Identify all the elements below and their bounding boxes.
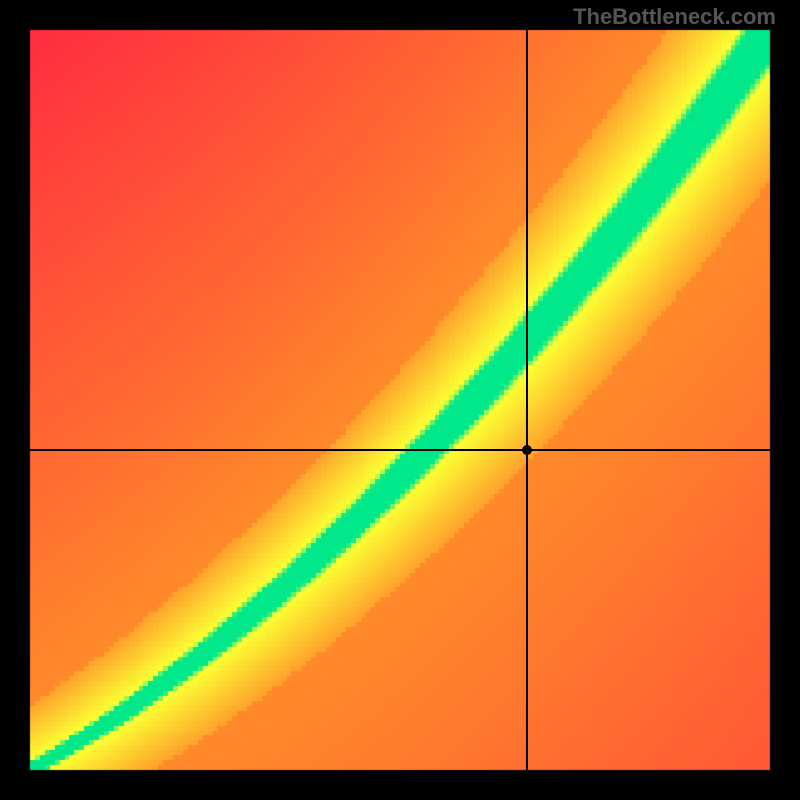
crosshair-vertical — [526, 30, 528, 770]
watermark-text: TheBottleneck.com — [573, 4, 776, 30]
bottleneck-heatmap — [0, 0, 800, 800]
crosshair-horizontal — [30, 449, 770, 451]
